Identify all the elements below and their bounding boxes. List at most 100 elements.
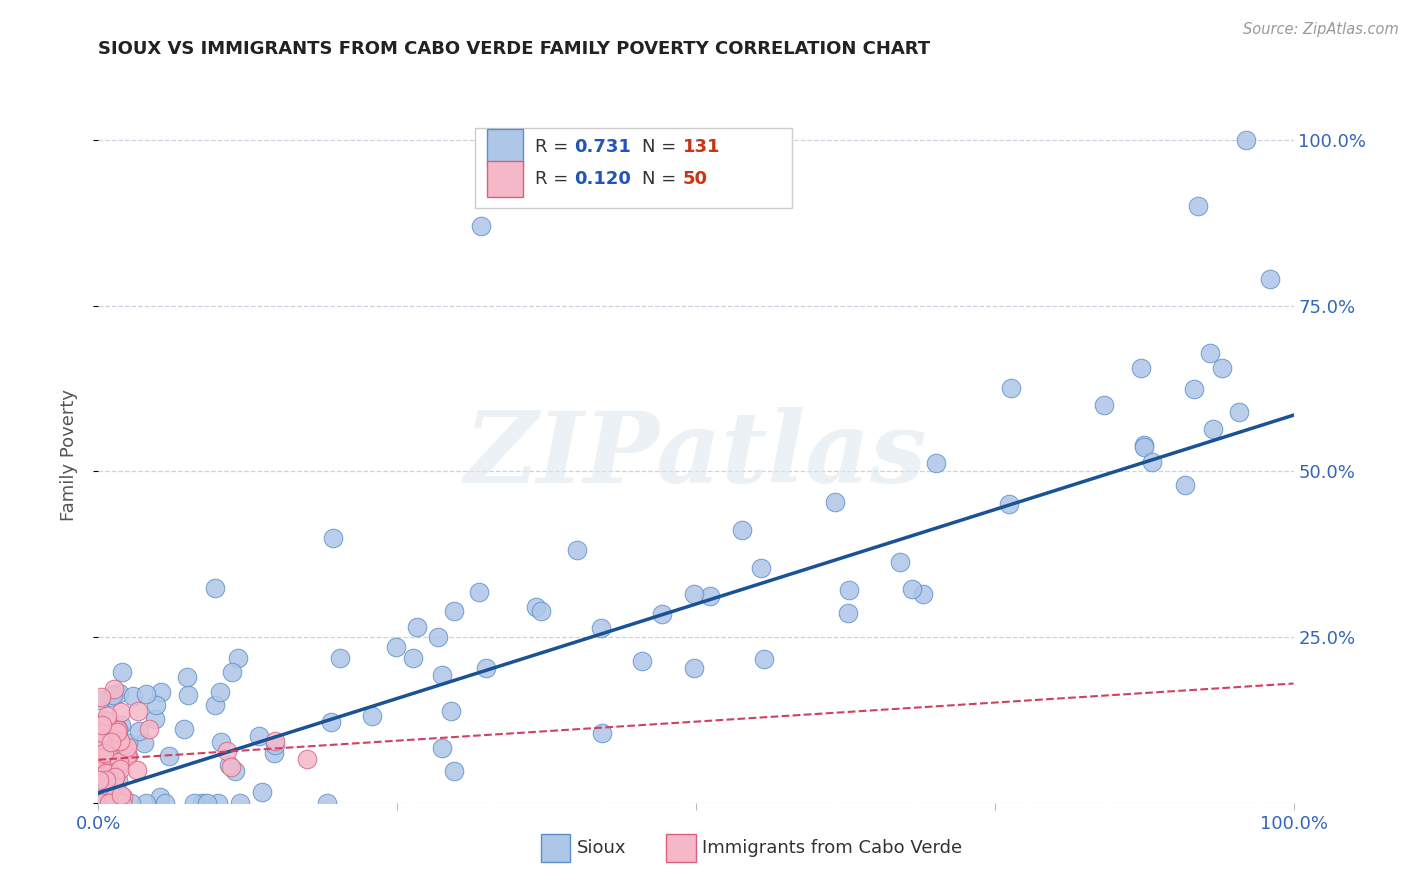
Point	[250, 785, 273, 799]
Point	[93, 746, 115, 760]
Point	[93, 796, 115, 810]
Point	[224, 764, 246, 779]
Point	[94, 713, 117, 727]
Point	[90, 766, 112, 780]
Point	[94, 766, 117, 780]
Text: 0.731: 0.731	[574, 137, 631, 156]
Point	[1092, 398, 1115, 412]
Point	[96, 709, 118, 723]
Point	[107, 723, 129, 737]
Point	[316, 796, 339, 810]
Point	[110, 665, 132, 680]
Point	[406, 620, 429, 634]
Point	[699, 589, 721, 603]
Point	[218, 758, 240, 772]
Point	[208, 685, 231, 699]
Point	[105, 756, 128, 770]
Point	[226, 651, 249, 665]
Point	[263, 747, 285, 761]
Point	[443, 764, 465, 779]
Point	[1133, 438, 1156, 452]
Point	[103, 681, 125, 696]
Point	[176, 689, 198, 703]
FancyBboxPatch shape	[541, 834, 571, 862]
Point	[440, 705, 463, 719]
Point	[94, 783, 117, 797]
Point	[1000, 381, 1022, 395]
Point	[824, 495, 846, 509]
Point	[96, 796, 118, 810]
Point	[148, 790, 170, 805]
Point	[115, 748, 138, 763]
Point	[125, 764, 148, 778]
Point	[117, 736, 139, 750]
Point	[127, 704, 149, 718]
Point	[900, 582, 922, 597]
Point	[204, 581, 226, 595]
Point	[108, 789, 131, 804]
Point	[101, 792, 124, 806]
Point	[89, 693, 111, 707]
Point	[432, 667, 454, 681]
Point	[889, 555, 911, 569]
Point	[1258, 272, 1281, 286]
FancyBboxPatch shape	[475, 128, 792, 208]
Point	[138, 722, 160, 736]
Point	[108, 755, 131, 769]
Point	[100, 796, 122, 810]
Point	[1140, 455, 1163, 469]
Point	[1187, 199, 1209, 213]
Point	[91, 796, 114, 810]
Point	[98, 755, 121, 769]
Point	[110, 734, 132, 748]
Point	[111, 750, 134, 764]
Point	[143, 712, 166, 726]
Point	[91, 796, 114, 810]
Point	[176, 670, 198, 684]
Point	[122, 689, 145, 703]
Point	[110, 717, 132, 731]
Point	[217, 744, 239, 758]
Point	[108, 762, 131, 776]
Point	[90, 718, 112, 732]
Point	[107, 722, 129, 736]
Text: Immigrants from Cabo Verde: Immigrants from Cabo Verde	[702, 839, 962, 857]
Point	[837, 606, 859, 620]
Text: Sioux: Sioux	[576, 839, 626, 857]
Point	[530, 604, 553, 618]
Point	[219, 760, 242, 774]
Point	[329, 651, 352, 665]
Point	[221, 665, 243, 679]
Text: N =: N =	[643, 170, 682, 188]
Point	[183, 796, 205, 810]
Point	[173, 722, 195, 736]
Point	[101, 688, 124, 702]
Point	[565, 543, 588, 558]
Point	[94, 732, 117, 747]
Point	[838, 582, 860, 597]
Point	[749, 561, 772, 575]
Point	[107, 724, 129, 739]
Point	[682, 587, 704, 601]
Point	[145, 698, 167, 713]
Text: SIOUX VS IMMIGRANTS FROM CABO VERDE FAMILY POVERTY CORRELATION CHART: SIOUX VS IMMIGRANTS FROM CABO VERDE FAMI…	[98, 40, 931, 58]
Point	[105, 725, 128, 739]
Point	[204, 698, 226, 712]
Point	[91, 796, 114, 810]
Point	[90, 749, 112, 764]
Point	[89, 796, 111, 810]
Point	[997, 497, 1019, 511]
Point	[360, 708, 382, 723]
Point	[591, 726, 613, 740]
Point	[101, 782, 124, 797]
Point	[90, 785, 112, 799]
Point	[731, 523, 754, 537]
Point	[207, 796, 229, 810]
Point	[104, 771, 127, 785]
Point	[91, 784, 114, 798]
Point	[195, 796, 218, 810]
Point	[426, 630, 449, 644]
Point	[321, 714, 343, 729]
Point	[1211, 360, 1233, 375]
Point	[89, 744, 111, 758]
